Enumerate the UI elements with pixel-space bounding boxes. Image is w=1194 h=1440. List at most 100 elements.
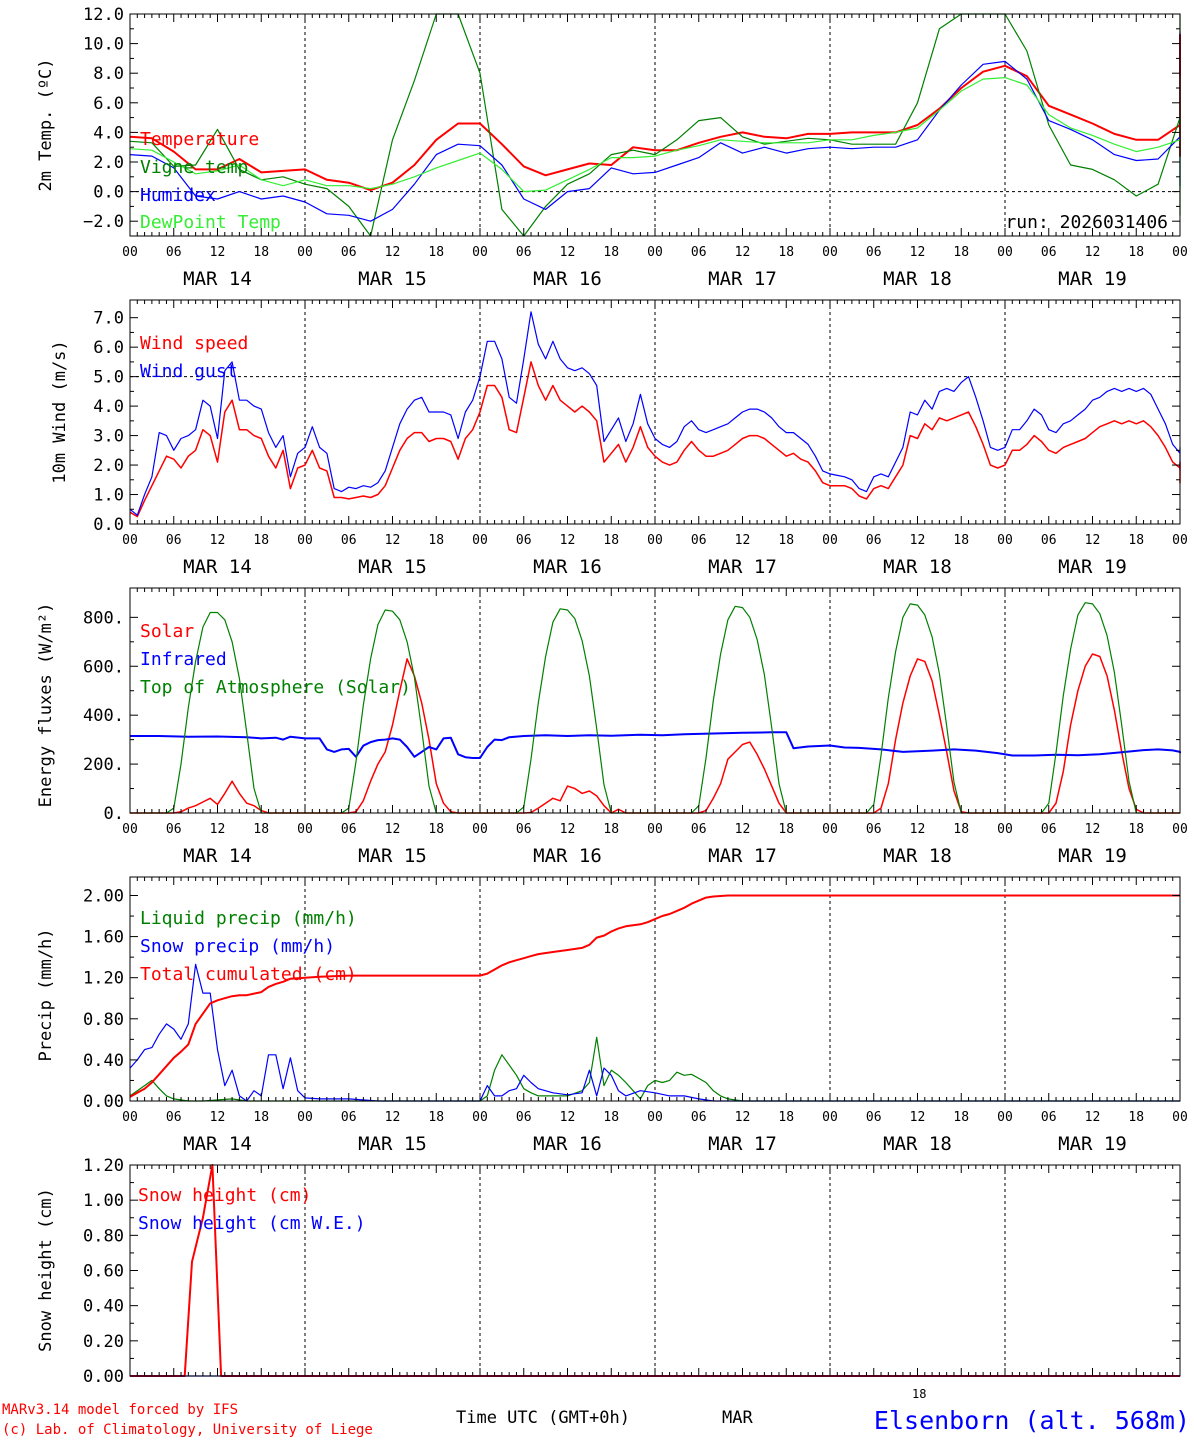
x-hour-label: 12	[385, 245, 401, 260]
y-tick-label: 4.0	[93, 123, 124, 143]
x-day-label: MAR 15	[358, 845, 427, 867]
x-hour-label: 00	[1172, 1110, 1188, 1125]
x-day-label: MAR 17	[708, 845, 777, 867]
ylabel-wind: 10m Wind (m/s)	[50, 340, 70, 483]
legend-toa-solar: Top of Atmosphere (Solar)	[140, 677, 411, 698]
x-hour-label: 06	[341, 245, 357, 260]
x-day-label: MAR 14	[183, 1133, 252, 1155]
series-line-total-cumulated-cm	[129, 894, 1180, 1098]
x-hour-label: 12	[1085, 1110, 1101, 1125]
x-hour-label: 12	[735, 245, 751, 260]
x-hour-label: 06	[1041, 822, 1057, 837]
x-day-label: MAR 18	[883, 556, 952, 578]
y-tick-label: 0.80	[83, 1226, 124, 1246]
x-hour-label: 00	[472, 1110, 488, 1125]
x-hour-label: 06	[341, 822, 357, 837]
y-tick-label: 200.	[83, 755, 124, 775]
y-tick-label: 5.0	[93, 368, 124, 388]
run-label: run: 2026031406	[1005, 212, 1168, 233]
series-line-wind-gust	[129, 311, 1181, 516]
x-day-label: MAR 19	[1058, 1133, 1127, 1155]
x-hour-label: 00	[472, 822, 488, 837]
x-hour-label: 00	[647, 245, 663, 260]
x-hour-label: 00	[1172, 533, 1188, 548]
x-hour-label: 12	[910, 245, 926, 260]
legend-dewpoint-temp: DewPoint Temp	[140, 212, 281, 233]
x-hour-label: 12	[735, 822, 751, 837]
x-hour-label: 12	[560, 533, 576, 548]
y-tick-label: 0.60	[83, 1262, 124, 1282]
y-tick-label: 10.0	[83, 35, 124, 55]
x-hour-label: 06	[341, 1110, 357, 1125]
x-hour-label: 18	[603, 822, 619, 837]
y-tick-label: 0.20	[83, 1332, 124, 1352]
day-number: 18	[912, 1387, 926, 1401]
y-tick-label: 1.20	[83, 1156, 124, 1176]
x-hour-label: 06	[691, 533, 707, 548]
x-hour-label: 18	[428, 822, 444, 837]
x-day-label: MAR 15	[358, 1133, 427, 1155]
x-hour-label: 12	[560, 245, 576, 260]
x-day-label: MAR 18	[883, 268, 952, 290]
x-hour-label: 00	[822, 1110, 838, 1125]
ylabel-temperature: 2m Temp. (ºC)	[36, 58, 56, 191]
x-day-label: MAR 16	[533, 1133, 602, 1155]
x-hour-label: 06	[1041, 1110, 1057, 1125]
x-hour-label: 00	[997, 1110, 1013, 1125]
x-day-label: MAR 17	[708, 556, 777, 578]
y-tick-label: 0.0	[93, 183, 124, 203]
x-hour-label: 18	[253, 245, 269, 260]
x-hour-label: 18	[603, 1110, 619, 1125]
x-hour-label: 06	[516, 1110, 532, 1125]
y-tick-label: 600.	[83, 657, 124, 677]
x-hour-label: 18	[953, 245, 969, 260]
legend-solar: Solar	[140, 621, 194, 642]
x-hour-label: 18	[953, 533, 969, 548]
x-hour-label: 00	[297, 822, 313, 837]
plot-frame	[129, 299, 1181, 525]
x-day-label: MAR 19	[1058, 556, 1127, 578]
x-hour-label: 12	[210, 245, 226, 260]
x-hour-label: 00	[122, 245, 138, 260]
x-hour-label: 06	[166, 822, 182, 837]
legend-snow-height-we: Snow height (cm W.E.)	[138, 1213, 366, 1234]
x-day-label: MAR 19	[1058, 845, 1127, 867]
x-hour-label: 00	[822, 533, 838, 548]
x-hour-label: 18	[603, 245, 619, 260]
x-hour-label: 00	[1172, 245, 1188, 260]
x-hour-label: 12	[910, 533, 926, 548]
ylabel-energy: Energy fluxes (W/m²)	[36, 603, 56, 808]
y-tick-label: 800.	[83, 608, 124, 628]
series-line-humidex	[129, 31, 1181, 222]
legend-humidex: Humidex	[140, 185, 216, 206]
x-hour-label: 06	[691, 1110, 707, 1125]
x-hour-label: 00	[647, 822, 663, 837]
y-tick-label: 3.0	[93, 427, 124, 447]
panel-wind: 0.0 1.0 2.0 3.0 4.0 5.0 6.0 7.0 00 06 12 18 00 06 12 18…	[50, 299, 1188, 578]
x-day-label: MAR 15	[358, 268, 427, 290]
x-day-label: MAR 14	[183, 845, 252, 867]
x-hour-label: 06	[691, 822, 707, 837]
x-hour-label: 12	[910, 1110, 926, 1125]
x-hour-label: 00	[297, 533, 313, 548]
panel-energy: 0. 200. 400. 600. 800. 00 06 12 18 00 06 12 18 00 06 12…	[36, 587, 1188, 867]
y-tick-label: 1.20	[83, 969, 124, 989]
x-hour-label: 06	[166, 1110, 182, 1125]
x-hour-label: 00	[822, 822, 838, 837]
x-hour-label: 06	[516, 533, 532, 548]
x-day-label: MAR 19	[1058, 268, 1127, 290]
month-label: MAR	[722, 1408, 753, 1428]
x-hour-label: 12	[385, 533, 401, 548]
x-hour-label: 18	[253, 533, 269, 548]
series-line-wind-speed	[129, 361, 1181, 518]
x-hour-label: 06	[866, 1110, 882, 1125]
y-tick-label: 1.00	[83, 1191, 124, 1211]
x-hour-label: 00	[122, 822, 138, 837]
x-day-label: MAR 18	[883, 1133, 952, 1155]
x-day-label: MAR 16	[533, 845, 602, 867]
x-hour-label: 18	[253, 822, 269, 837]
legend-liquid-precip: Liquid precip (mm/h)	[140, 908, 357, 929]
x-hour-label: 18	[778, 822, 794, 837]
x-hour-label: 18	[778, 245, 794, 260]
x-day-label: MAR 17	[708, 1133, 777, 1155]
